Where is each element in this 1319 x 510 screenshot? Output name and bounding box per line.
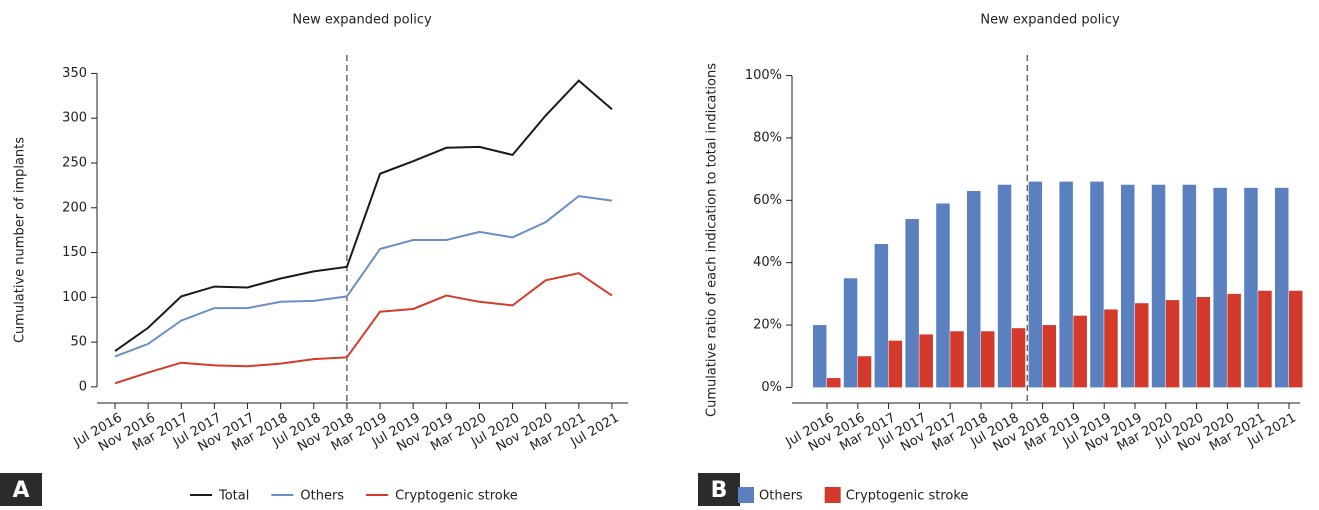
line <box>114 79 613 352</box>
bar <box>1135 303 1149 388</box>
bar <box>1213 187 1227 388</box>
y-tick-label: 100% <box>745 68 782 83</box>
bar <box>950 331 964 388</box>
bar <box>1104 309 1118 388</box>
panel-label: A <box>12 478 29 503</box>
legend-label: Cryptogenic stroke <box>395 489 518 504</box>
bar <box>888 340 903 388</box>
legend-label: Others <box>300 489 344 504</box>
bar <box>857 356 872 388</box>
bar <box>1151 184 1166 388</box>
y-tick-label: 150 <box>62 245 87 260</box>
panel-label: B <box>711 478 728 503</box>
legend-label: Others <box>759 489 803 504</box>
panel-label-box <box>698 473 740 506</box>
bar <box>1258 290 1272 388</box>
annotation: New expanded policy <box>980 13 1120 28</box>
legend-swatch <box>738 487 754 503</box>
bar <box>1244 187 1258 388</box>
bar <box>997 184 1012 388</box>
y-tick-label: 0 <box>79 379 87 394</box>
y-tick-label: 200 <box>62 200 87 215</box>
y-tick-label: 20% <box>753 318 782 333</box>
bar <box>874 243 889 388</box>
bar <box>919 334 933 388</box>
y-tick-label: 100 <box>62 290 87 305</box>
y-tick-label: 40% <box>753 255 782 270</box>
y-tick-label: 50 <box>70 335 87 350</box>
bar <box>1011 328 1026 388</box>
legend-label: Total <box>218 489 249 504</box>
annotation: New expanded policy <box>292 13 432 28</box>
line <box>114 272 613 385</box>
bar <box>1289 290 1303 388</box>
bar <box>905 219 919 388</box>
bar <box>967 190 981 388</box>
bar <box>1121 184 1135 388</box>
bar <box>1090 181 1104 388</box>
bar <box>1182 184 1197 388</box>
y-axis-title: Cumulative number of implants <box>13 137 28 343</box>
bar <box>1073 315 1087 388</box>
bar <box>1227 293 1241 388</box>
y-tick-label: 60% <box>753 193 782 208</box>
bar <box>936 203 950 388</box>
bar <box>827 378 841 388</box>
bar <box>1028 181 1043 388</box>
panel-label-box <box>0 473 42 506</box>
y-tick-label: 0% <box>761 380 782 395</box>
legend-label: Cryptogenic stroke <box>846 489 969 504</box>
y-tick-label: 350 <box>62 66 87 81</box>
bar <box>1275 187 1289 388</box>
bar <box>1196 296 1211 388</box>
bar <box>843 278 858 388</box>
y-tick-label: 80% <box>753 130 782 145</box>
y-tick-label: 250 <box>62 155 87 170</box>
y-axis-title: Cumulative ratio of each indication to t… <box>705 63 720 417</box>
bar <box>813 325 827 388</box>
bar <box>1059 181 1073 388</box>
legend-swatch <box>824 487 841 503</box>
bar <box>1165 300 1180 388</box>
bar <box>981 331 995 388</box>
line <box>114 195 613 358</box>
bar <box>1042 325 1057 388</box>
y-tick-label: 300 <box>62 111 87 126</box>
